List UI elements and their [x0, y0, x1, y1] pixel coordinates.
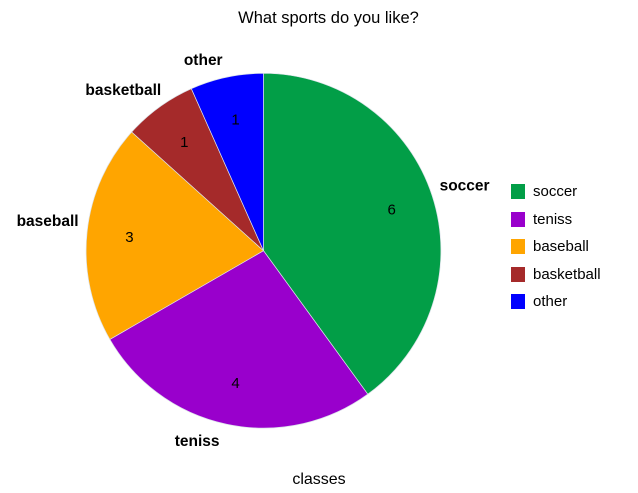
svg-text:baseball: baseball: [17, 213, 79, 230]
svg-text:soccer: soccer: [440, 177, 490, 194]
svg-text:other: other: [184, 52, 223, 69]
svg-text:4: 4: [231, 375, 239, 392]
svg-text:1: 1: [180, 134, 188, 151]
svg-text:1: 1: [231, 111, 239, 128]
svg-text:6: 6: [388, 202, 396, 219]
svg-text:teniss: teniss: [175, 433, 220, 450]
svg-text:3: 3: [125, 229, 133, 246]
svg-text:basketball: basketball: [85, 82, 161, 99]
